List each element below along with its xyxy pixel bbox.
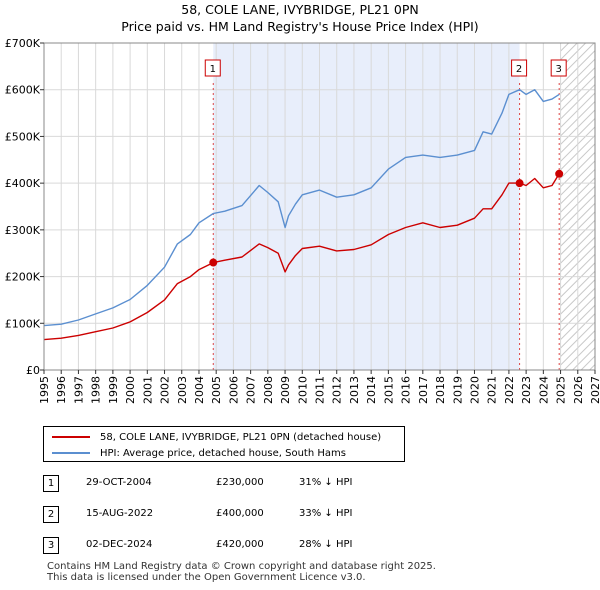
x-tick-label: 2022 xyxy=(503,376,516,404)
marker-box-3 xyxy=(550,59,567,77)
x-tick-label: 2005 xyxy=(210,376,223,404)
marker-box-2 xyxy=(511,59,528,77)
x-tick-label: 1997 xyxy=(72,376,85,404)
x-tick-label: 2025 xyxy=(555,376,568,404)
marker-label-1: 1 xyxy=(210,64,216,75)
x-tick-label: 2006 xyxy=(227,376,240,404)
x-tick-label: 2027 xyxy=(589,376,600,404)
marker-label-2: 2 xyxy=(516,64,522,75)
x-tick-label: 2009 xyxy=(279,376,292,404)
transaction-price: £400,000 xyxy=(216,508,264,519)
transaction-number: 2 xyxy=(43,506,59,523)
x-tick-label: 1999 xyxy=(107,376,120,404)
x-tick-label: 2024 xyxy=(537,376,550,404)
property-series-line xyxy=(43,173,560,341)
x-tick-label: 2017 xyxy=(417,376,430,404)
x-tick-label: 2011 xyxy=(314,376,327,404)
y-tick-label: £100K xyxy=(5,317,41,330)
x-tick-label: 2010 xyxy=(296,376,309,404)
legend-swatch-property xyxy=(52,436,90,438)
x-tick-label: 2016 xyxy=(400,376,413,404)
y-tick-label: £700K xyxy=(5,37,41,50)
y-tick-label: £600K xyxy=(5,84,41,97)
transaction-row: 1 29-OCT-2004 £230,000 31% ↓ HPI xyxy=(0,472,600,496)
x-tick-label: 2020 xyxy=(468,376,481,404)
transaction-row: 3 02-DEC-2024 £420,000 28% ↓ HPI xyxy=(0,534,600,558)
x-tick-label: 2019 xyxy=(451,376,464,404)
x-tick-label: 2015 xyxy=(382,376,395,404)
x-tick-label: 2004 xyxy=(193,376,206,404)
transaction-date: 15-AUG-2022 xyxy=(86,508,154,519)
chart-subtitle: Price paid vs. HM Land Registry's House … xyxy=(121,19,479,34)
x-tick-label: 1996 xyxy=(55,376,68,404)
sale-point-1 xyxy=(209,258,218,267)
footer-copyright: Contains HM Land Registry data © Crown c… xyxy=(47,561,436,572)
x-tick-label: 2021 xyxy=(486,376,499,404)
x-tick-label: 2001 xyxy=(141,376,154,404)
transaction-price: £230,000 xyxy=(216,477,264,488)
x-tick-label: 2018 xyxy=(434,376,447,404)
y-tick-label: £200K xyxy=(5,271,41,284)
x-tick-label: 2003 xyxy=(176,376,189,404)
x-tick-label: 2012 xyxy=(331,376,344,404)
sale-point-3 xyxy=(555,169,564,178)
ownership-shading xyxy=(213,43,520,370)
x-tick-label: 1995 xyxy=(38,376,51,404)
y-tick-label: £0 xyxy=(26,364,40,377)
x-tick-label: 2002 xyxy=(159,376,172,404)
legend-label-property: 58, COLE LANE, IVYBRIDGE, PL21 0PN (deta… xyxy=(100,431,382,443)
y-tick-label: £500K xyxy=(5,130,41,143)
chart-legend: 58, COLE LANE, IVYBRIDGE, PL21 0PN (deta… xyxy=(43,426,405,462)
transaction-date: 29-OCT-2004 xyxy=(86,477,152,488)
y-tick-label: £400K xyxy=(5,177,41,190)
x-tick-label: 2000 xyxy=(124,376,137,404)
x-tick-label: 2014 xyxy=(365,376,378,404)
legend-item-hpi: HPI: Average price, detached house, Sout… xyxy=(52,446,346,460)
marker-box-1 xyxy=(204,59,221,77)
x-tick-label: 2007 xyxy=(245,376,258,404)
chart-title: 58, COLE LANE, IVYBRIDGE, PL21 0PN xyxy=(181,2,419,17)
x-tick-label: 1998 xyxy=(90,376,103,404)
x-tick-label: 2013 xyxy=(348,376,361,404)
transaction-date: 02-DEC-2024 xyxy=(86,539,153,550)
legend-label-hpi: HPI: Average price, detached house, Sout… xyxy=(100,447,346,459)
x-tick-label: 2026 xyxy=(572,376,585,404)
x-tick-label: 2008 xyxy=(262,376,275,404)
sale-point-2 xyxy=(515,179,524,188)
transaction-hpi: 28% ↓ HPI xyxy=(299,539,353,550)
x-tick-label: 2023 xyxy=(520,376,533,404)
transaction-hpi: 33% ↓ HPI xyxy=(299,508,353,519)
marker-label-3: 3 xyxy=(555,64,561,75)
transaction-row: 2 15-AUG-2022 £400,000 33% ↓ HPI xyxy=(0,503,600,527)
footer-license: This data is licensed under the Open Gov… xyxy=(47,572,366,583)
hpi-series-line xyxy=(43,89,560,327)
y-tick-label: £300K xyxy=(5,224,41,237)
legend-swatch-hpi xyxy=(52,452,90,454)
transaction-number: 1 xyxy=(43,475,59,492)
transaction-number: 3 xyxy=(43,537,59,554)
price-chart: 1 2 3 £0 £100K £200K £300K £400K £500K £600K £700… xyxy=(5,37,600,404)
transaction-price: £420,000 xyxy=(216,539,264,550)
legend-item-property: 58, COLE LANE, IVYBRIDGE, PL21 0PN (deta… xyxy=(52,430,381,444)
transaction-hpi: 31% ↓ HPI xyxy=(299,477,353,488)
